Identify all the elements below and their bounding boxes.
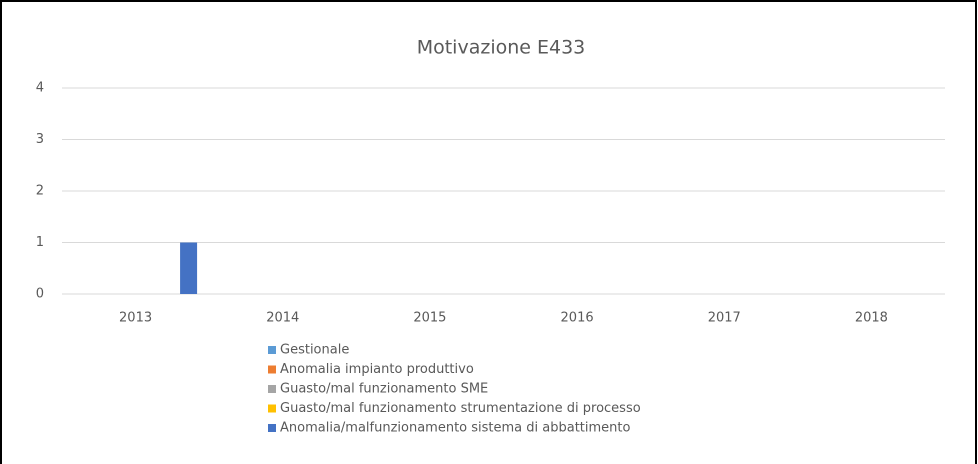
legend-label: Anomalia/malfunzionamento sistema di abb… bbox=[280, 421, 631, 436]
x-tick-label: 2017 bbox=[708, 311, 741, 326]
y-tick-label: 4 bbox=[36, 81, 44, 96]
legend-swatch bbox=[268, 404, 276, 413]
y-tick-label: 2 bbox=[36, 184, 44, 199]
bar bbox=[180, 242, 198, 294]
legend-swatch bbox=[268, 346, 276, 354]
legend-label: Guasto/mal funzionamento SME bbox=[280, 382, 488, 397]
y-tick-label: 1 bbox=[36, 235, 44, 250]
legend-label: Gestionale bbox=[280, 343, 349, 358]
y-tick-label: 0 bbox=[36, 287, 44, 302]
legend-label: Anomalia impianto produttivo bbox=[280, 362, 474, 377]
legend-swatch bbox=[268, 385, 276, 393]
legend-label: Guasto/mal funzionamento strumentazione … bbox=[280, 401, 641, 416]
y-tick-label: 3 bbox=[36, 132, 44, 147]
x-tick-label: 2013 bbox=[119, 311, 152, 326]
x-tick-label: 2015 bbox=[413, 311, 446, 326]
chart-title: Motivazione E433 bbox=[417, 37, 586, 59]
legend-swatch bbox=[268, 365, 276, 374]
x-tick-label: 2016 bbox=[561, 311, 594, 326]
x-tick-label: 2018 bbox=[855, 311, 888, 326]
legend-swatch bbox=[268, 424, 276, 432]
x-tick-label: 2014 bbox=[266, 311, 299, 326]
